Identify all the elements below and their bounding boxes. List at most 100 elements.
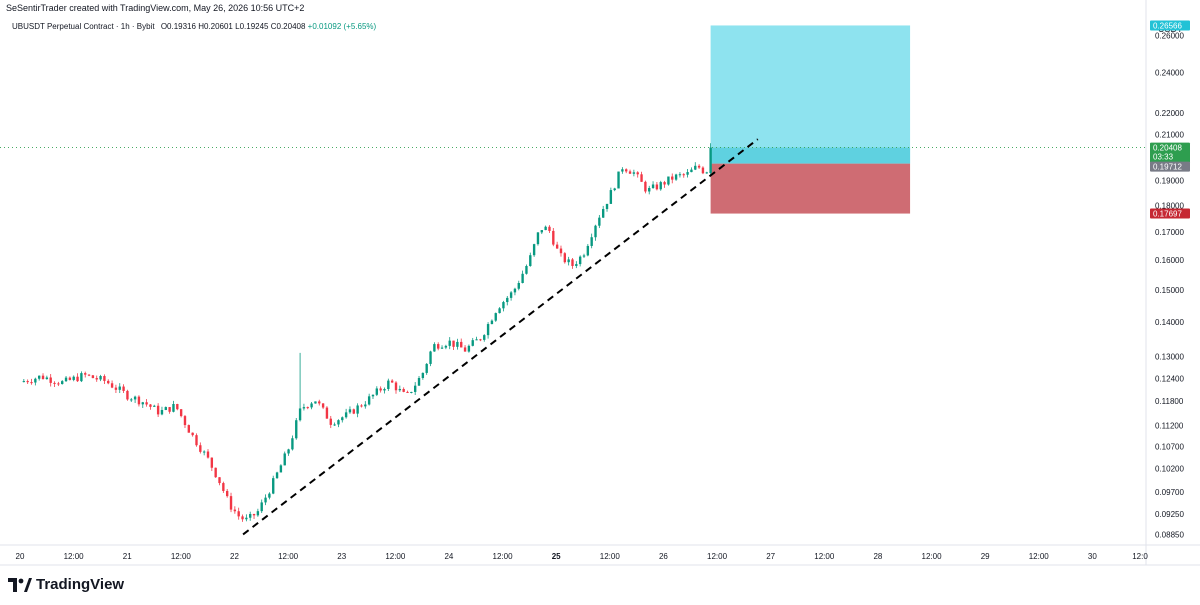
candle[interactable] (506, 295, 509, 306)
candle[interactable] (394, 381, 398, 394)
candle[interactable] (321, 403, 325, 410)
candle[interactable] (694, 162, 697, 171)
candle[interactable] (613, 187, 616, 192)
candle[interactable] (628, 169, 632, 174)
candle[interactable] (164, 406, 167, 411)
candle[interactable] (133, 395, 137, 403)
candle[interactable] (333, 422, 336, 426)
candle[interactable] (452, 340, 455, 350)
candle[interactable] (417, 376, 421, 386)
candle[interactable] (118, 383, 121, 394)
candle[interactable] (360, 404, 363, 408)
candle[interactable] (241, 514, 244, 522)
candle[interactable] (555, 241, 559, 249)
candle[interactable] (306, 406, 309, 410)
candle[interactable] (640, 171, 643, 182)
candle[interactable] (314, 401, 317, 404)
candle[interactable] (218, 477, 221, 486)
candle[interactable] (571, 257, 574, 269)
candle[interactable] (37, 375, 41, 381)
candle[interactable] (590, 233, 593, 249)
candle[interactable] (130, 397, 133, 402)
candle[interactable] (598, 214, 601, 229)
candle[interactable] (456, 338, 459, 350)
candle[interactable] (222, 481, 225, 493)
candle[interactable] (425, 363, 428, 375)
candle[interactable] (22, 379, 26, 383)
candle[interactable] (582, 253, 586, 259)
candle[interactable] (483, 334, 486, 342)
candle[interactable] (651, 181, 655, 189)
candle[interactable] (57, 381, 60, 387)
candle[interactable] (245, 514, 248, 522)
candle[interactable] (433, 342, 436, 352)
candle[interactable] (84, 371, 87, 378)
candle[interactable] (659, 180, 662, 191)
candle[interactable] (252, 513, 256, 519)
candle[interactable] (536, 232, 540, 246)
candle[interactable] (72, 375, 75, 382)
candle[interactable] (107, 379, 110, 385)
candle[interactable] (540, 230, 543, 235)
candle[interactable] (137, 395, 141, 407)
candle[interactable] (387, 378, 390, 391)
candle[interactable] (233, 506, 237, 514)
candle[interactable] (586, 244, 590, 257)
candle[interactable] (410, 391, 413, 394)
candle[interactable] (625, 168, 628, 174)
candle[interactable] (486, 322, 490, 339)
candle[interactable] (114, 384, 118, 394)
candle[interactable] (329, 415, 332, 429)
candle[interactable] (225, 489, 229, 498)
candle[interactable] (302, 403, 306, 411)
candle[interactable] (179, 408, 183, 418)
candle[interactable] (644, 180, 647, 194)
candle[interactable] (529, 252, 532, 267)
candle[interactable] (337, 419, 340, 428)
candle[interactable] (605, 203, 609, 212)
candle[interactable] (686, 169, 689, 178)
candle[interactable] (41, 373, 45, 380)
candle[interactable] (206, 449, 210, 459)
price-axis[interactable]: USDT0.260000.240000.220000.210000.190000… (1145, 0, 1190, 565)
candle[interactable] (264, 494, 267, 506)
candle[interactable] (563, 252, 567, 264)
candle[interactable] (187, 424, 191, 433)
candle[interactable] (298, 352, 302, 422)
candle[interactable] (30, 378, 33, 385)
candle[interactable] (594, 224, 597, 241)
candle[interactable] (429, 350, 432, 367)
tradingview-logo[interactable]: TradingView (8, 576, 124, 593)
candle[interactable] (667, 176, 670, 186)
candle[interactable] (682, 173, 685, 178)
candle[interactable] (49, 374, 52, 387)
candle[interactable] (64, 375, 68, 382)
candle[interactable] (632, 169, 636, 177)
candle[interactable] (45, 375, 49, 380)
candle[interactable] (609, 187, 613, 204)
candle[interactable] (697, 164, 701, 169)
candle[interactable] (383, 387, 386, 394)
candle[interactable] (398, 385, 402, 392)
candle[interactable] (91, 374, 95, 379)
candle[interactable] (53, 381, 56, 387)
candle[interactable] (348, 406, 352, 414)
candle[interactable] (103, 374, 106, 385)
candle[interactable] (575, 261, 578, 269)
candle[interactable] (210, 457, 214, 472)
candle[interactable] (475, 336, 478, 341)
candle[interactable] (678, 172, 682, 178)
candle[interactable] (671, 173, 674, 184)
candle[interactable] (513, 287, 517, 296)
candle[interactable] (295, 418, 298, 440)
candle[interactable] (567, 256, 570, 266)
candle[interactable] (126, 389, 129, 401)
candle[interactable] (237, 507, 240, 520)
candle[interactable] (517, 280, 520, 291)
plot-area[interactable] (0, 25, 1146, 536)
candle[interactable] (460, 338, 463, 348)
candle[interactable] (279, 464, 283, 473)
candle[interactable] (291, 435, 294, 451)
candle[interactable] (183, 414, 187, 429)
candle[interactable] (122, 384, 125, 393)
